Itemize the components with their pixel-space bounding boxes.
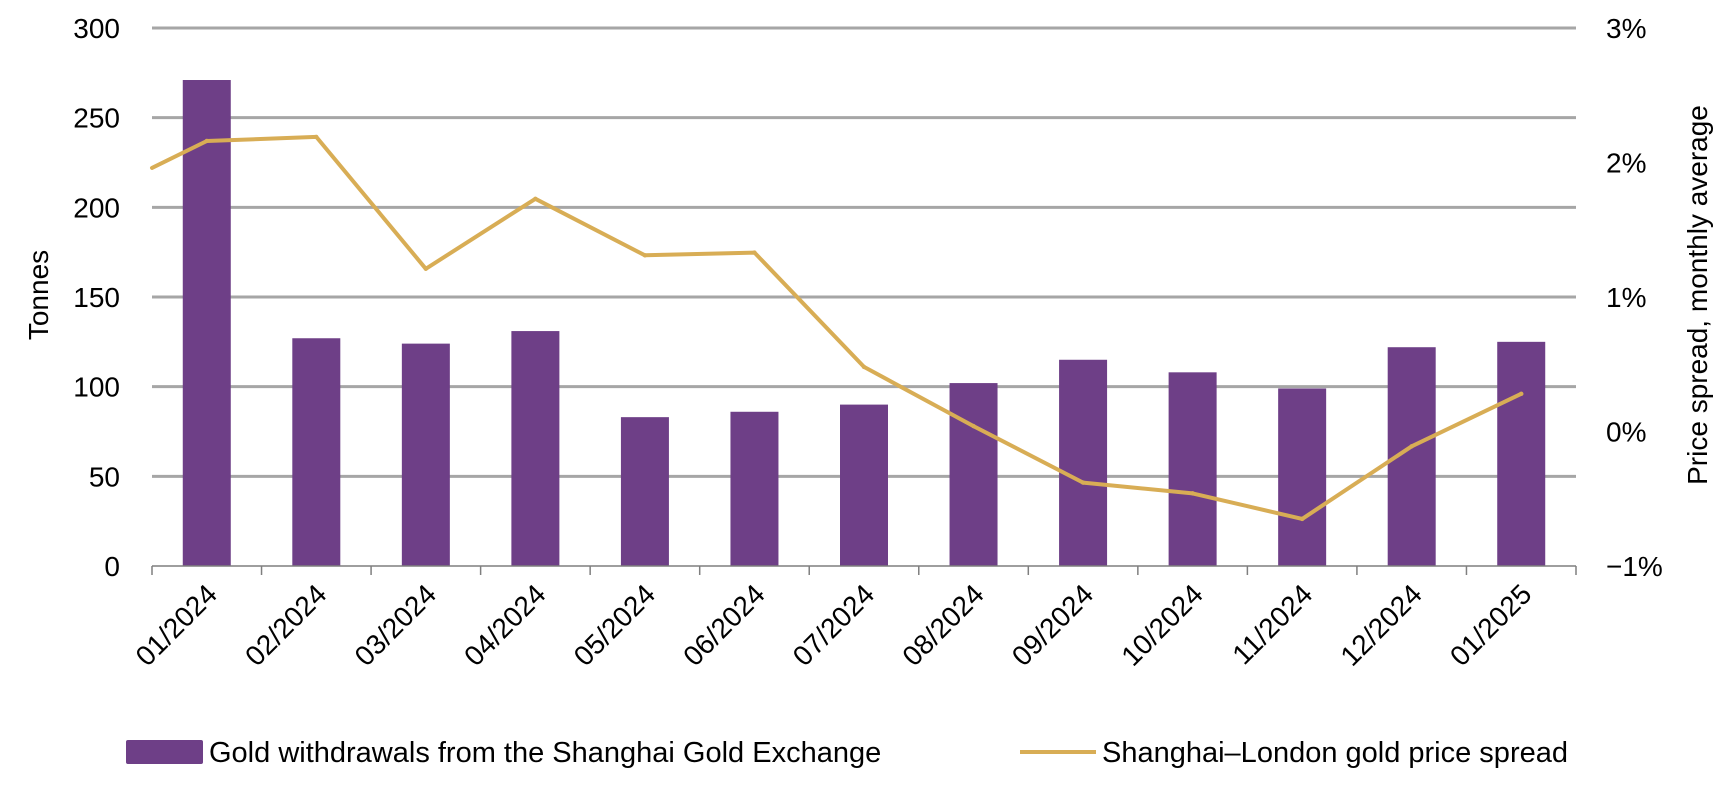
y-tick-label: 150: [73, 282, 120, 313]
line-point: [752, 250, 757, 255]
y-tick-label: 0: [104, 551, 120, 582]
y-tick-label: 300: [73, 13, 120, 44]
x-tick-label: 11/2024: [1226, 578, 1318, 670]
line-point: [423, 266, 429, 271]
line-point: [314, 134, 319, 140]
bar: [1168, 372, 1217, 566]
bar: [511, 331, 560, 566]
line-point: [971, 423, 976, 429]
y-axis-left: 0 50 100 150 200 250 300: [73, 13, 120, 582]
y-tick-label: 100: [73, 372, 120, 403]
line-point: [1299, 516, 1305, 522]
y-tick-label: 200: [73, 192, 120, 223]
bar: [949, 383, 998, 566]
x-tick-label: 08/2024: [896, 578, 989, 671]
x-tick-label: 05/2024: [568, 578, 661, 671]
x-tick-label: 04/2024: [458, 578, 551, 671]
line-point: [1190, 491, 1195, 496]
line-point: [533, 196, 538, 202]
x-tick-label: 10/2024: [1115, 578, 1208, 671]
x-tick-label: 07/2024: [787, 578, 880, 671]
bar-series: [182, 80, 1546, 567]
line-point: [1080, 480, 1086, 485]
line-point: [861, 364, 867, 370]
bar: [1497, 341, 1546, 566]
x-tick-label: 09/2024: [1006, 578, 1099, 671]
y-tick-label: 50: [89, 461, 120, 492]
legend-swatch-bars: [126, 740, 203, 764]
bar: [182, 80, 231, 567]
bar: [292, 338, 341, 566]
spread-line: [150, 134, 1524, 521]
bar: [620, 417, 669, 566]
y2-tick-label: 1%: [1606, 282, 1646, 313]
x-tick-label: 01/2024: [130, 578, 223, 671]
y-axis-right: −1% 0% 1% 2% 3%: [1606, 13, 1663, 582]
y2-axis-title: Price spread, monthly average: [1682, 105, 1713, 485]
x-tick-label: 01/2025: [1444, 578, 1537, 671]
y2-tick-label: −1%: [1606, 551, 1663, 582]
bar: [1059, 359, 1108, 566]
line-point: [1409, 444, 1414, 449]
y2-tick-label: 2%: [1606, 148, 1646, 179]
y-tick-label: 250: [73, 103, 120, 134]
gridlines: [152, 26, 1576, 478]
x-axis: [151, 565, 1577, 575]
line-point: [642, 253, 648, 258]
x-tick-label: 03/2024: [349, 578, 442, 671]
bar: [730, 411, 779, 566]
legend: Gold withdrawals from the Shanghai Gold …: [126, 737, 1568, 769]
legend-label-line: Shanghai–London gold price spread: [1102, 737, 1568, 769]
y2-tick-label: 3%: [1606, 13, 1646, 44]
x-tick-labels: 01/2024 02/2024 03/2024 04/2024 05/2024 06/20…: [130, 578, 1538, 671]
x-tick-label: 06/2024: [677, 578, 770, 671]
legend-label-bars: Gold withdrawals from the Shanghai Gold …: [209, 737, 881, 769]
line-point: [204, 138, 209, 144]
y2-tick-label: 0%: [1606, 417, 1646, 448]
bar: [840, 404, 888, 566]
bar: [1278, 388, 1327, 566]
y-axis-title: Tonnes: [23, 250, 54, 340]
line-series: [150, 134, 1524, 522]
x-tick-label: 02/2024: [239, 578, 332, 671]
bar: [401, 343, 450, 566]
x-tick-label: 12/2024: [1334, 578, 1427, 671]
line-point: [1519, 391, 1524, 397]
